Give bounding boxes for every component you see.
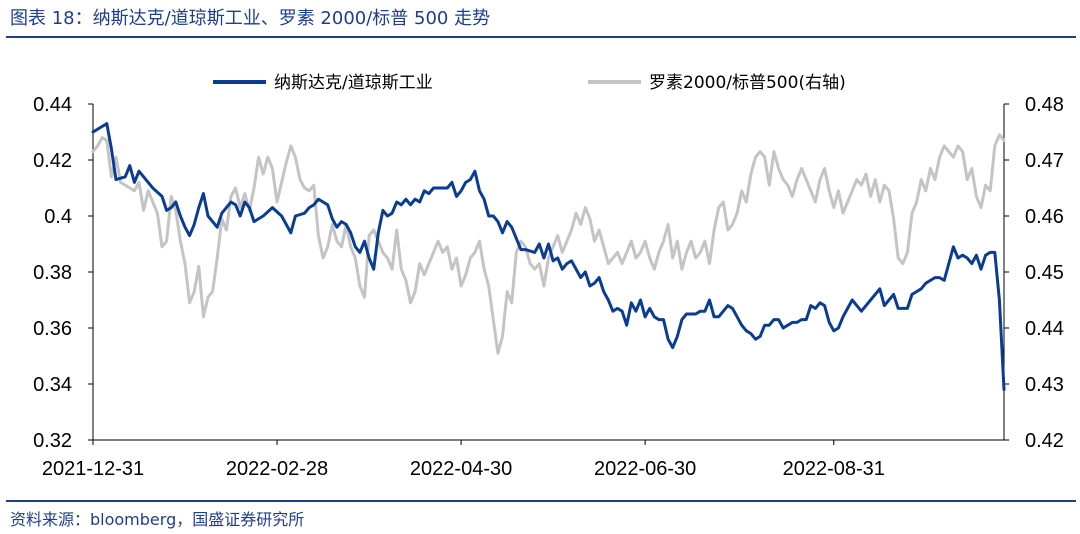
series-line-russell-sp500 [91, 133, 1006, 355]
source-note: 资料来源：bloomberg，国盛证券研究所 [10, 510, 305, 529]
chart-axes [92, 104, 1005, 441]
left-tick-label: 0.42 [33, 150, 72, 172]
left-tick-label: 0.4 [44, 206, 72, 228]
x-tick-label: 2022-02-28 [226, 458, 328, 480]
page-title: 图表 18：纳斯达克/道琼斯工业、罗素 2000/标普 500 走势 [10, 8, 491, 29]
right-tick-label: 0.48 [1025, 94, 1064, 116]
series-line-nasdaq-dow [91, 122, 1006, 392]
left-tick-label: 0.38 [33, 262, 72, 284]
left-tick-label: 0.36 [33, 318, 72, 340]
x-tick-label: 2022-06-30 [594, 458, 696, 480]
chart-series [91, 122, 1006, 392]
left-tick-label: 0.44 [33, 94, 72, 116]
title-divider [6, 36, 1076, 38]
chart-legend: 纳斯达克/道琼斯工业 罗素2000/标普500(右轴) [213, 73, 846, 93]
footer-divider [6, 500, 1076, 502]
chart-ticks: 0.44 0.42 0.4 0.38 0.36 0.34 0.32 0.48 0.47 0.46 0… [33, 94, 1064, 480]
x-tick-label: 2022-08-31 [783, 458, 885, 480]
right-tick-label: 0.43 [1025, 374, 1064, 396]
right-tick-label: 0.44 [1025, 318, 1064, 340]
legend-label-russell-sp500: 罗素2000/标普500(右轴) [649, 73, 846, 93]
legend-label-nasdaq-dow: 纳斯达克/道琼斯工业 [274, 73, 433, 93]
right-tick-label: 0.45 [1025, 262, 1064, 284]
left-tick-label: 0.32 [33, 430, 72, 452]
right-tick-label: 0.42 [1025, 430, 1064, 452]
left-tick-label: 0.34 [33, 374, 72, 396]
right-tick-label: 0.47 [1025, 150, 1064, 172]
x-tick-label: 2022-04-30 [410, 458, 512, 480]
line-chart: 0.44 0.42 0.4 0.38 0.36 0.34 0.32 0.48 0.47 0.46 0… [33, 73, 1064, 480]
x-tick-label: 2021-12-31 [42, 458, 144, 480]
right-tick-label: 0.46 [1025, 206, 1064, 228]
